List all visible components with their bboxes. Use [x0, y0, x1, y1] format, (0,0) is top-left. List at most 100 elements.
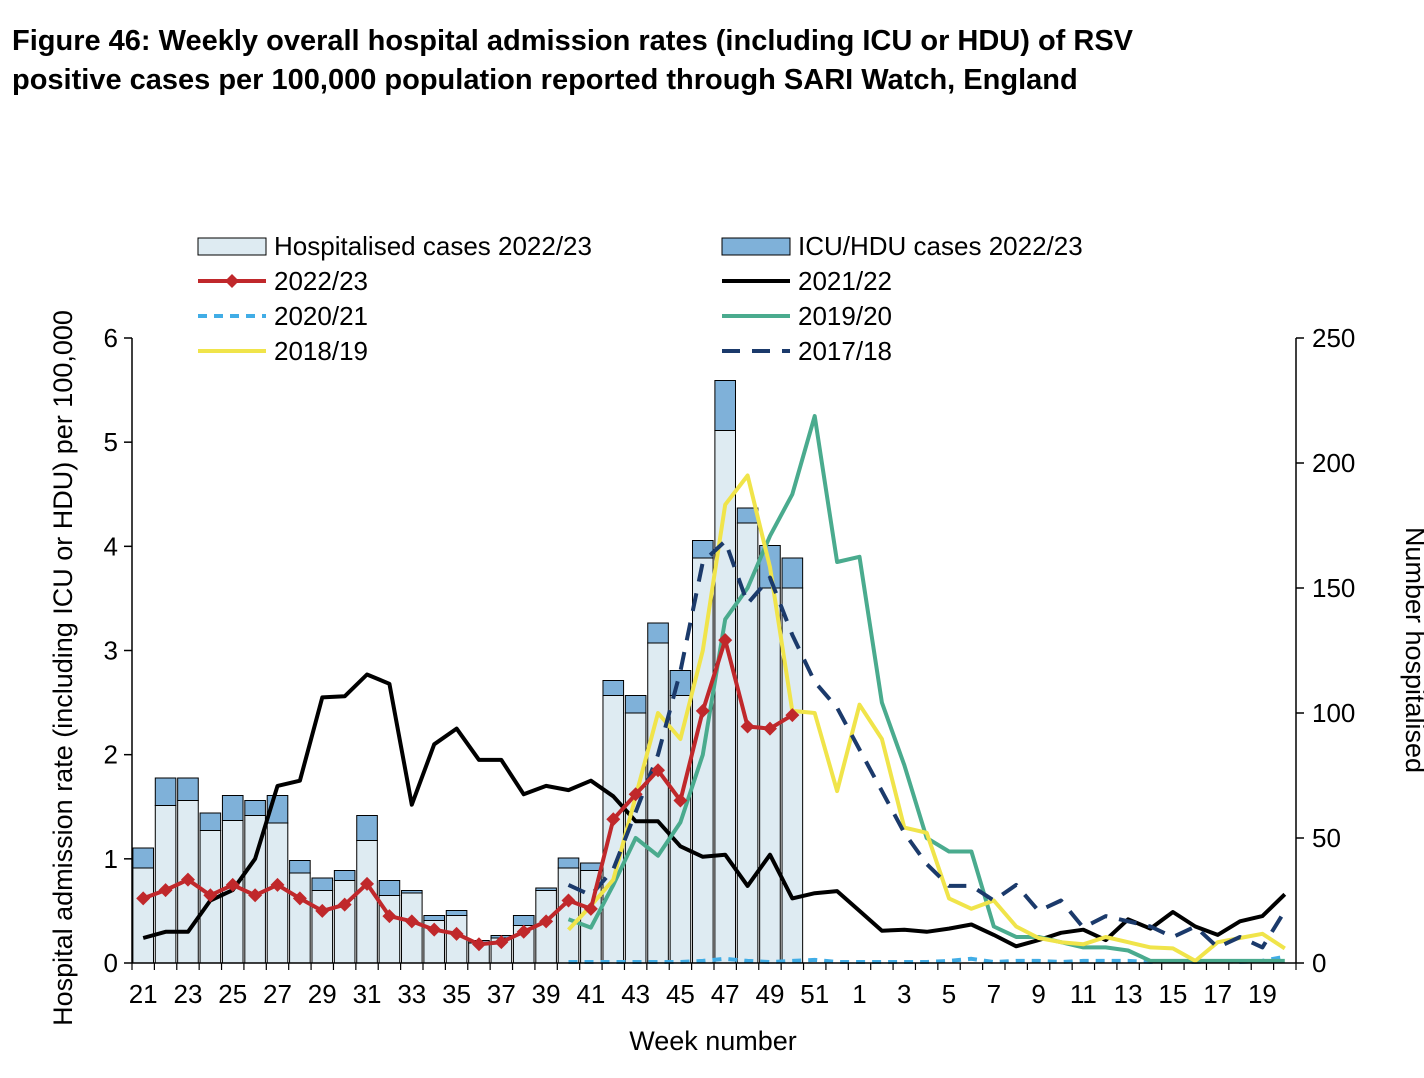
- bar-icu-hdu: [512, 915, 535, 926]
- marker-2022-23: [382, 909, 397, 924]
- marker-2022-23: [471, 937, 486, 952]
- y2-tick-label: 50: [1312, 823, 1341, 853]
- bar-icu-hdu: [132, 847, 154, 869]
- bar-icu-hdu: [333, 870, 356, 881]
- bar-icu-hdu: [445, 910, 468, 916]
- bar-icu-hdu: [647, 622, 669, 644]
- legend: Hospitalised cases 2022/23 ICU/HDU cases …: [197, 231, 1083, 366]
- x-tick-label: 27: [263, 979, 292, 1009]
- marker-2022-23: [203, 888, 218, 903]
- y-tick-label: 5: [104, 427, 118, 457]
- x-tick-label: 3: [897, 979, 911, 1009]
- marker-2022-23: [315, 903, 330, 918]
- x-tick-label: 33: [397, 979, 426, 1009]
- figure-title-line-1: Figure 46: Weekly overall hospital admis…: [12, 25, 1134, 57]
- legend-swatch-marker: [225, 274, 239, 288]
- bar-hospitalised: [356, 840, 378, 964]
- y2-tick-label: 200: [1312, 448, 1355, 478]
- x-tick-label: 11: [1070, 979, 1097, 1009]
- x-tick-label: 45: [666, 979, 695, 1009]
- x-tick-label: 25: [218, 979, 247, 1009]
- marker-2022-23: [785, 708, 800, 723]
- marker-2022-23: [516, 924, 531, 939]
- bars-layer: [132, 380, 804, 964]
- x-tick-label: 29: [308, 979, 337, 1009]
- marker-2022-23: [583, 901, 598, 916]
- marker-2022-23: [248, 888, 263, 903]
- y2-tick-label: 0: [1312, 948, 1326, 978]
- bar-icu-hdu: [557, 857, 580, 869]
- bar-icu-hdu: [714, 380, 736, 431]
- marker-2022-23: [695, 703, 710, 718]
- x-tick-label: 47: [711, 979, 740, 1009]
- x-tick-label: 19: [1248, 979, 1277, 1009]
- x-tick-label: 49: [756, 979, 785, 1009]
- marker-2022-23: [427, 922, 442, 937]
- x-tick-label: 41: [576, 979, 605, 1009]
- x-tick-label: 35: [442, 979, 471, 1009]
- marker-2022-23: [651, 763, 666, 778]
- line-2018-19: [567, 473, 1286, 963]
- bar-hospitalised: [333, 880, 356, 964]
- y-tick-label: 3: [104, 636, 118, 666]
- bar-icu-hdu: [311, 877, 334, 891]
- y2-tick-label: 100: [1312, 698, 1355, 728]
- marker-2022-23: [337, 897, 352, 912]
- bar-icu-hdu: [289, 860, 311, 874]
- x-tick-label: 43: [621, 979, 650, 1009]
- marker-2022-23: [404, 914, 419, 929]
- bar-hospitalised: [781, 587, 804, 964]
- x-tick-label: 13: [1114, 979, 1143, 1009]
- bar-hospitalised: [557, 867, 580, 964]
- legend-label: 2022/23: [274, 266, 368, 296]
- bar-icu-hdu: [423, 915, 445, 921]
- marker-2022-23: [270, 877, 285, 892]
- bar-hospitalised: [266, 822, 289, 964]
- legend-swatch-box: [197, 237, 267, 256]
- bar-icu-hdu: [356, 815, 378, 841]
- marker-2022-23: [539, 914, 554, 929]
- bar-icu-hdu: [221, 795, 244, 821]
- marker-2022-23: [360, 876, 375, 891]
- bar-icu-hdu: [580, 862, 602, 871]
- x-axis-title: Week number: [629, 1026, 797, 1056]
- x-tick-label: 21: [129, 979, 158, 1009]
- bar-hospitalised: [759, 587, 781, 964]
- x-tick-label: 39: [532, 979, 561, 1009]
- bar-icu-hdu: [154, 777, 177, 806]
- bar-hospitalised: [289, 872, 311, 964]
- y-tick-label: 0: [104, 948, 118, 978]
- x-tick-label: 9: [1031, 979, 1045, 1009]
- bar-hospitalised: [311, 890, 334, 964]
- y-tick-label: 4: [104, 531, 118, 561]
- bar-hospitalised: [132, 867, 154, 964]
- bar-icu-hdu: [401, 890, 423, 894]
- legend-swatch-box: [721, 237, 791, 256]
- marker-2022-23: [225, 877, 240, 892]
- bar-icu-hdu: [378, 880, 401, 896]
- x-tick-label: 7: [987, 979, 1001, 1009]
- marker-2022-23: [292, 891, 307, 906]
- bar-icu-hdu: [602, 680, 625, 696]
- marker-2022-23: [449, 926, 464, 941]
- x-tick-label: 37: [487, 979, 516, 1009]
- marker-2022-23: [673, 793, 688, 808]
- bar-icu-hdu: [624, 695, 647, 714]
- y-tick-label: 6: [104, 323, 118, 353]
- legend-label: 2021/22: [798, 266, 892, 296]
- legend-label: Hospitalised cases 2022/23: [274, 231, 592, 261]
- marker-2022-23: [718, 633, 733, 648]
- figure-title: Figure 46: Weekly overall hospital admis…: [12, 22, 1392, 100]
- y2-tick-label: 150: [1312, 573, 1355, 603]
- legend-label: ICU/HDU cases 2022/23: [798, 231, 1083, 261]
- bar-hospitalised: [602, 695, 625, 964]
- y2-tick-label: 250: [1312, 323, 1355, 353]
- bar-icu-hdu: [244, 800, 266, 816]
- line-2021-22: [142, 672, 1287, 949]
- marker-2022-23: [494, 935, 509, 950]
- x-tick-label: 31: [353, 979, 382, 1009]
- marker-2022-23: [561, 893, 576, 908]
- bar-icu-hdu: [781, 557, 804, 589]
